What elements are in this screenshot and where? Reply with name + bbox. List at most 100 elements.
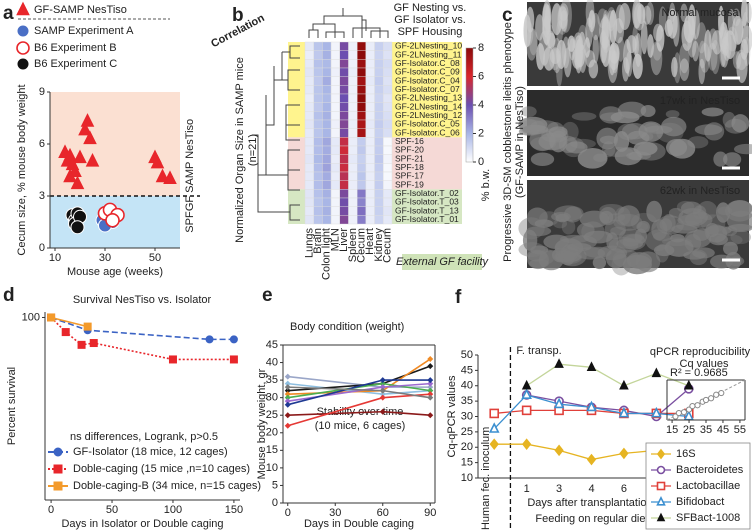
data-point <box>521 405 532 416</box>
title: Body condition (weight) <box>290 321 404 333</box>
heat-cell <box>330 102 341 112</box>
heat-cell <box>383 171 393 181</box>
legend-label: Doble-caging-B (34 mice, n=15 cages) <box>73 480 261 492</box>
heat-cell <box>374 171 384 181</box>
heat-cell <box>357 197 367 207</box>
heat-cell <box>339 67 349 77</box>
heat-cell <box>322 163 332 173</box>
row-label: SPF-20 <box>395 145 424 155</box>
heat-cell <box>313 76 323 86</box>
panel-label: c <box>502 5 513 26</box>
heat-cell <box>357 171 367 181</box>
data-point <box>284 373 291 380</box>
row-label: GF-Isolator.T_03 <box>395 197 459 207</box>
heat-cell <box>357 215 367 225</box>
heat-cell <box>313 145 323 155</box>
heat-cell <box>374 111 384 121</box>
heat-cell <box>313 119 323 129</box>
column-label: Liver <box>338 228 350 252</box>
heat-cell <box>304 215 314 225</box>
heat-cell <box>365 197 375 207</box>
heat-cell <box>330 67 341 77</box>
heat-cell <box>313 102 323 112</box>
heat-cell <box>348 50 358 60</box>
texture <box>563 47 572 78</box>
texture <box>708 233 728 246</box>
annotation: Feeding on regular diet <box>535 513 648 525</box>
row-label: GF-Isolator.C_06 <box>395 127 460 137</box>
texture <box>626 35 637 54</box>
x-tick-label: 10 <box>49 252 61 264</box>
texture <box>634 32 642 68</box>
heat-cell <box>348 102 358 112</box>
texture <box>606 10 616 32</box>
texture <box>530 152 555 166</box>
texture <box>727 223 752 233</box>
texture <box>653 23 663 42</box>
heat-cell <box>322 206 332 216</box>
data-point <box>553 397 565 409</box>
data-point <box>205 335 214 344</box>
heat-cell <box>304 85 314 95</box>
texture <box>740 38 748 60</box>
y-tick-label: 20 <box>461 441 473 453</box>
texture <box>704 29 712 62</box>
texture <box>539 211 559 227</box>
data-point <box>651 406 662 418</box>
x-tick-label: 4 <box>588 483 594 495</box>
colorbar-tick-label: 6 <box>478 70 484 82</box>
annotation: External GF facility <box>396 256 490 268</box>
heat-cell <box>374 128 384 138</box>
texture <box>583 230 613 244</box>
heat-cell <box>330 50 341 60</box>
x-tick-label: 30 <box>329 507 341 519</box>
heat-cell <box>313 215 323 225</box>
heat-cell <box>357 189 367 199</box>
series-line <box>526 363 690 387</box>
data-point <box>427 356 434 363</box>
heat-cell <box>322 119 332 129</box>
heat-cell <box>374 59 384 69</box>
data-point <box>619 379 629 390</box>
row-label: GF-2LNesting_14 <box>395 101 462 111</box>
row-label: GF-2LNesting_10 <box>395 41 462 51</box>
data-point <box>707 395 715 402</box>
heat-cell <box>322 145 332 155</box>
x-tick-label: 35 <box>700 424 712 436</box>
heat-cell <box>348 180 358 190</box>
texture <box>742 12 749 44</box>
column-label: Brain <box>312 228 324 254</box>
y-axis-label: Mouse body weight, gr <box>256 368 268 479</box>
heat-cell <box>357 154 367 164</box>
column-label: Cecum <box>355 228 367 263</box>
heat-cell <box>322 59 332 69</box>
y-tick-label: 30 <box>461 410 473 422</box>
heat-cell <box>304 206 314 216</box>
data-point <box>702 396 710 404</box>
legend-marker <box>53 481 63 491</box>
texture <box>718 5 725 39</box>
heat-cell <box>357 119 367 129</box>
annotation-box <box>402 254 482 270</box>
colorbar-label: % b.w. <box>480 169 492 201</box>
y-tick-label: 35 <box>266 374 278 386</box>
texture <box>693 228 710 241</box>
texture <box>544 4 551 36</box>
texture <box>731 114 750 133</box>
data-point <box>80 113 95 127</box>
heat-cell <box>313 163 323 173</box>
heat-cell <box>383 206 393 216</box>
heat-cell <box>383 215 393 225</box>
data-point <box>619 447 629 460</box>
data-point <box>488 422 500 433</box>
heat-cell <box>313 189 323 199</box>
legend-marker <box>53 447 63 457</box>
heat-cell <box>357 93 367 103</box>
heat-cell <box>322 76 332 86</box>
heat-cell <box>374 67 384 77</box>
heat-cell <box>322 215 332 225</box>
heat-cell <box>357 76 367 86</box>
colorbar-tick-label: 8 <box>478 42 484 54</box>
heat-cell <box>374 206 384 216</box>
heat-cell <box>383 76 393 86</box>
